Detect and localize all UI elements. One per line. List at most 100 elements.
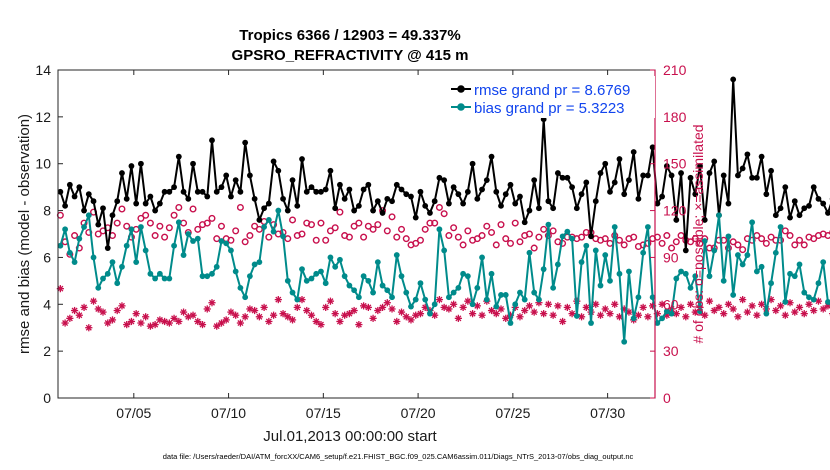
possible-obs-point	[251, 222, 259, 230]
assimilated-obs-point	[118, 302, 126, 310]
assimilated-obs-point	[753, 311, 761, 319]
bias-point	[152, 275, 159, 282]
rmse-point	[531, 177, 538, 184]
x-tick-label: 07/15	[306, 405, 341, 421]
bias-point	[270, 228, 277, 235]
bias-point	[341, 273, 348, 280]
rmse-point	[166, 188, 173, 195]
y-tick-label: 2	[43, 343, 51, 359]
rmse-point	[644, 172, 651, 179]
rmse-point	[427, 210, 433, 216]
rmse-point	[156, 200, 163, 207]
assimilated-obs-point	[137, 319, 145, 327]
assimilated-obs-point	[89, 297, 98, 305]
possible-obs-point	[374, 221, 382, 229]
bias-point	[441, 247, 448, 254]
possible-obs-point	[767, 233, 775, 241]
rmse-point	[483, 177, 490, 184]
assimilated-obs-point	[639, 303, 647, 312]
y-right-tick-label: 180	[663, 109, 687, 125]
possible-obs-point	[241, 238, 249, 246]
rmse-point	[735, 172, 741, 179]
bias-point	[716, 212, 722, 219]
possible-obs-point	[369, 225, 377, 233]
bias-point	[611, 224, 618, 230]
bias-point	[114, 280, 121, 287]
y-right-tick-label: 30	[663, 343, 679, 359]
assimilated-obs-point	[127, 317, 136, 326]
bias-point	[659, 315, 666, 322]
bias-point	[294, 296, 301, 303]
rmse-point	[659, 193, 666, 200]
possible-obs-point	[483, 222, 491, 230]
bias-point	[284, 277, 291, 284]
bias-point	[502, 292, 509, 298]
bias-point	[673, 275, 680, 282]
rmse-point	[460, 200, 467, 207]
legend-marker-bias	[457, 103, 465, 111]
assimilated-obs-point	[634, 311, 643, 319]
possible-obs-point	[194, 225, 202, 233]
assimilated-obs-point	[582, 303, 590, 312]
assimilated-obs-point	[132, 310, 140, 318]
rmse-point	[701, 217, 708, 223]
rmse-point	[602, 160, 609, 167]
possible-obs-point	[350, 222, 358, 230]
bias-point	[445, 294, 452, 301]
bias-point	[185, 231, 192, 237]
possible-obs-point	[402, 235, 410, 243]
possible-obs-point	[113, 219, 121, 227]
assimilated-obs-point	[61, 319, 69, 327]
rmse-point	[654, 200, 661, 207]
rmse-point	[564, 174, 571, 181]
legend-text-rmse: rmse grand pr = 8.6769	[474, 82, 630, 99]
rmse-point	[744, 151, 751, 158]
bias-point	[749, 219, 756, 226]
y-right-tick-label: 210	[663, 62, 687, 78]
rmse-point	[825, 210, 830, 216]
bias-point	[483, 296, 490, 303]
possible-obs-point	[796, 236, 804, 244]
bias-point	[242, 294, 249, 301]
rmse-point	[57, 188, 64, 195]
rmse-point	[749, 174, 756, 181]
rmse-point	[337, 181, 343, 188]
rmse-point	[90, 198, 97, 205]
bias-point	[389, 294, 395, 301]
rmse-point	[758, 153, 765, 160]
assimilated-obs-point	[729, 305, 737, 313]
rmse-point	[791, 198, 798, 205]
rmse-point	[85, 191, 92, 198]
assimilated-obs-point	[142, 313, 150, 321]
rmse-point	[384, 195, 391, 202]
possible-obs-point	[161, 233, 169, 241]
assimilated-obs-point	[274, 296, 282, 304]
rmse-point	[768, 167, 774, 174]
assimilated-obs-point	[194, 317, 202, 326]
rmse-point	[739, 165, 746, 172]
bias-point	[663, 308, 670, 315]
possible-obs-point	[672, 238, 680, 246]
rmse-point	[607, 188, 613, 195]
rmse-point	[303, 188, 310, 195]
rmse-point	[763, 191, 770, 198]
assimilated-obs-point	[70, 306, 79, 315]
assimilated-obs-point	[606, 310, 614, 318]
rmse-point	[161, 188, 168, 195]
bias-point	[521, 296, 528, 303]
bias-point	[351, 287, 358, 294]
rmse-point	[294, 202, 301, 209]
rmse-point	[697, 163, 703, 169]
legend-box	[443, 76, 655, 118]
assimilated-obs-point	[388, 305, 396, 313]
assimilated-obs-point	[303, 306, 311, 315]
rmse-point	[611, 179, 618, 186]
possible-obs-point	[412, 239, 420, 247]
bias-point	[517, 289, 523, 296]
assimilated-obs-point	[85, 324, 93, 332]
assimilated-obs-point	[459, 303, 467, 312]
rmse-point	[185, 195, 192, 202]
possible-obs-point	[383, 227, 391, 235]
rmse-point	[559, 174, 566, 181]
possible-obs-point	[445, 232, 453, 240]
